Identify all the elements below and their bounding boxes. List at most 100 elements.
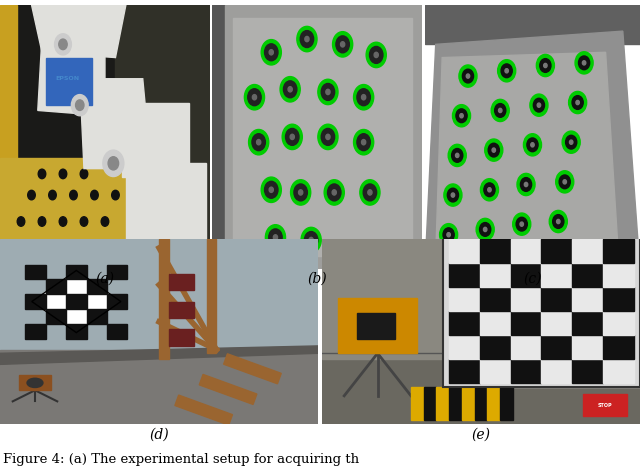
Bar [411,387,424,420]
Bar [449,263,480,287]
Circle shape [261,177,282,203]
Bar [234,18,412,256]
Circle shape [527,138,538,152]
Circle shape [54,34,72,55]
Bar [572,335,603,359]
Circle shape [318,79,338,105]
Polygon shape [38,37,105,116]
Circle shape [38,243,46,253]
Circle shape [440,224,458,246]
Circle shape [318,124,338,150]
Bar [212,5,225,269]
Bar [475,387,487,420]
Bar [480,287,511,311]
Circle shape [566,135,577,149]
Circle shape [443,228,454,241]
Circle shape [72,95,88,116]
Circle shape [290,134,294,139]
Circle shape [368,190,372,195]
Bar [462,387,475,420]
Circle shape [570,140,573,144]
Polygon shape [80,79,151,168]
Circle shape [537,103,541,107]
Bar [572,287,603,311]
Circle shape [582,61,586,65]
Bar [541,287,572,311]
Bar [511,359,541,383]
Bar [115,5,210,269]
Bar [338,298,417,353]
Circle shape [488,188,491,192]
Circle shape [360,180,380,205]
Text: (b): (b) [308,271,327,285]
Circle shape [531,143,534,147]
Bar [480,335,511,359]
Bar [168,329,194,346]
Bar [541,239,572,263]
Circle shape [269,50,273,55]
Polygon shape [0,346,318,365]
Circle shape [28,190,35,200]
Polygon shape [425,31,640,269]
Circle shape [336,36,349,53]
Bar [26,324,46,338]
Circle shape [444,184,462,206]
Text: Figure 4: (a) The experimental setup for acquiring th: Figure 4: (a) The experimental setup for… [3,453,359,466]
Bar [480,239,511,263]
Circle shape [563,180,566,184]
Bar [0,5,17,203]
Circle shape [533,98,545,112]
Circle shape [309,237,313,242]
Bar [436,387,449,420]
Circle shape [297,26,317,52]
Bar [603,311,634,335]
Circle shape [520,222,524,226]
Circle shape [333,32,353,57]
Circle shape [559,175,570,189]
Bar [322,239,456,359]
Circle shape [501,64,512,78]
Bar [511,287,541,311]
Bar [603,359,634,383]
Text: (a): (a) [95,271,115,285]
Bar [541,311,572,335]
Circle shape [447,188,458,202]
Text: STOP: STOP [598,402,612,408]
Circle shape [38,217,46,226]
Circle shape [324,180,344,205]
Bar [449,335,480,359]
Circle shape [291,180,311,205]
Circle shape [366,42,387,67]
Bar [603,335,634,359]
Circle shape [568,91,587,114]
Circle shape [101,217,109,226]
Circle shape [70,190,77,200]
Circle shape [353,130,374,155]
Circle shape [479,223,491,236]
Circle shape [248,130,269,155]
Circle shape [321,128,335,146]
Circle shape [456,154,459,158]
Bar [511,263,541,287]
Circle shape [369,46,383,63]
Circle shape [59,217,67,226]
Bar [66,294,86,309]
Circle shape [300,30,314,48]
Circle shape [540,58,551,73]
Circle shape [59,169,67,179]
Bar [480,359,511,383]
Bar [603,263,634,287]
Circle shape [101,243,109,253]
Text: (e): (e) [471,427,490,441]
Circle shape [284,81,297,98]
Circle shape [244,85,264,110]
Circle shape [456,109,467,123]
Circle shape [557,219,560,224]
Bar [480,311,511,335]
Bar [443,235,640,387]
Circle shape [543,63,547,67]
Circle shape [326,134,330,139]
Circle shape [49,190,56,200]
Circle shape [340,42,345,47]
Bar [10,5,136,163]
